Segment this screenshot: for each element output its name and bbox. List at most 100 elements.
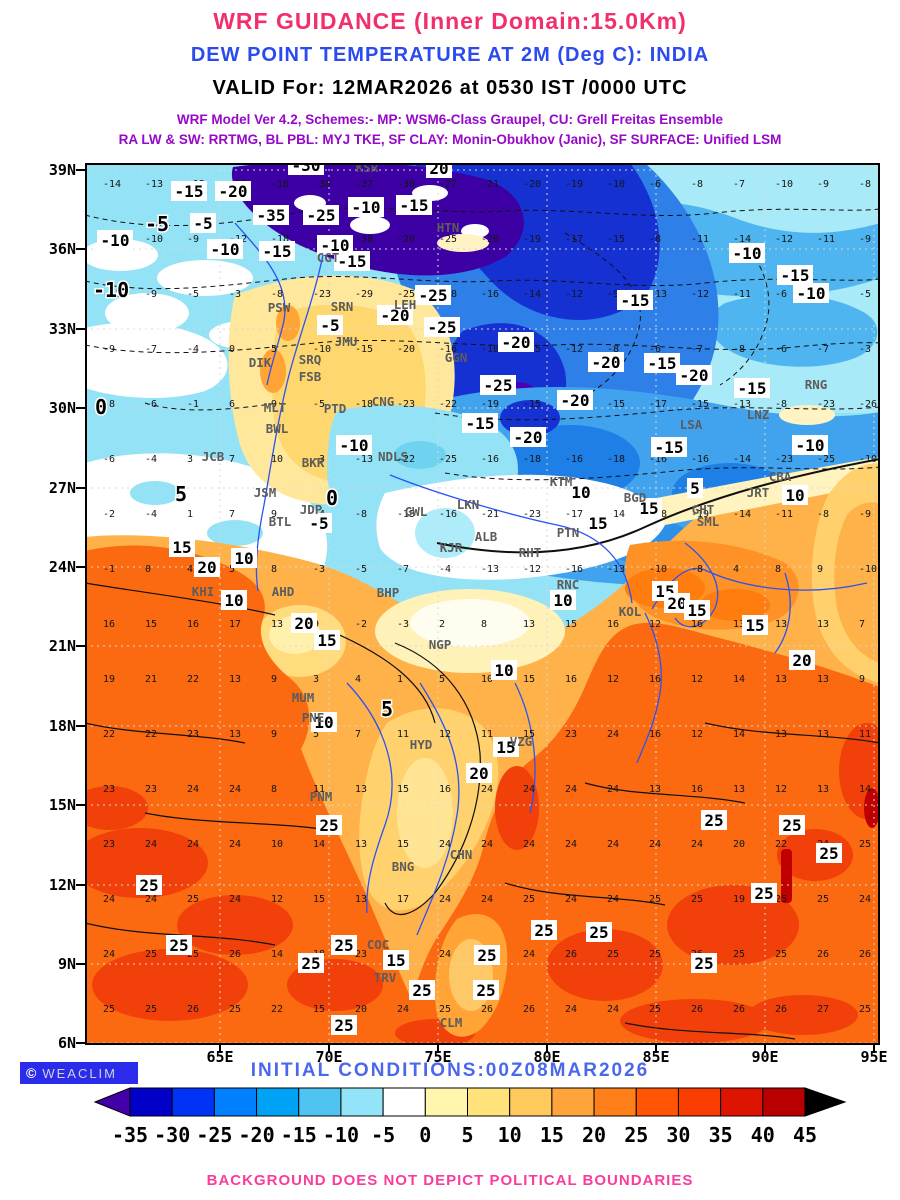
lon-tick-mark <box>764 1045 766 1053</box>
contour-label-boxed: -15 <box>648 354 677 373</box>
contour-label-boxed: -15 <box>263 242 292 261</box>
contour-label-boxed: -10 <box>340 436 369 455</box>
grid-value: -19 <box>523 234 541 245</box>
grid-value: -16 <box>649 454 667 465</box>
grid-value: 24 <box>607 729 619 740</box>
grid-value: 13 <box>355 894 367 905</box>
grid-value: 25 <box>229 1004 241 1015</box>
grid-value: 24 <box>607 784 619 795</box>
contour-label-boxed: 15 <box>386 951 405 970</box>
grid-value: -3 <box>313 564 325 575</box>
contour-label-boxed: 10 <box>224 591 243 610</box>
grid-value: 15 <box>523 729 535 740</box>
contour-label-boxed: 10 <box>494 661 513 680</box>
station-label: GGN <box>445 350 468 365</box>
grid-value: 16 <box>439 784 451 795</box>
grid-value: 23 <box>187 729 199 740</box>
contour-label-boxed: 15 <box>639 499 658 518</box>
contour-label-boxed: -10 <box>101 231 130 250</box>
lon-tick-mark <box>437 1045 439 1053</box>
grid-value: -8 <box>607 344 619 355</box>
grid-value: 8 <box>481 619 487 630</box>
grid-value: 24 <box>523 784 535 795</box>
initial-conditions-text: INITIAL CONDITIONS:00Z08MAR2026 <box>250 1060 650 1081</box>
station-label: BKR <box>302 455 325 470</box>
grid-value: -18 <box>271 234 289 245</box>
grid-value: 7 <box>229 509 235 520</box>
station-label: CHN <box>450 847 473 862</box>
station-label: AHD <box>272 584 295 599</box>
colorbar-tick-label: -25 <box>196 1123 232 1147</box>
grid-value: 6 <box>229 399 235 410</box>
lat-tick-mark <box>76 645 85 647</box>
grid-value: 24 <box>523 949 535 960</box>
grid-value: 24 <box>439 949 451 960</box>
colorbar-tick-label: 35 <box>709 1123 733 1147</box>
lat-tick-mark <box>76 725 85 727</box>
contour-label-boxed: -10 <box>796 436 825 455</box>
grid-value: 19 <box>103 674 115 685</box>
contour-label-boxed: 20 <box>469 764 488 783</box>
grid-value: -25 <box>397 289 415 300</box>
grid-value: 25 <box>439 1004 451 1015</box>
grid-value: -10 <box>607 179 625 190</box>
lon-tick-mark <box>655 1045 657 1053</box>
grid-value: -3 <box>313 454 325 465</box>
grid-value: 10 <box>481 674 493 685</box>
station-label: LSA <box>680 417 703 432</box>
colorbar-tick-label: 0 <box>419 1123 431 1147</box>
grid-value: 24 <box>145 894 157 905</box>
grid-value: 26 <box>187 1004 199 1015</box>
grid-value: 9 <box>271 509 277 520</box>
grid-value: -11 <box>733 289 751 300</box>
grid-value: -7 <box>817 344 829 355</box>
grid-value: 11 <box>397 729 409 740</box>
colorbar-cell <box>298 1087 342 1117</box>
grid-value: 13 <box>649 784 661 795</box>
grid-value: -29 <box>355 289 373 300</box>
grid-value: 16 <box>649 729 661 740</box>
contour-label-boxed: 25 <box>694 954 713 973</box>
grid-value: -13 <box>145 179 163 190</box>
contour-label-boxed: -20 <box>561 391 590 410</box>
grid-value: -11 <box>775 509 793 520</box>
grid-value: -19 <box>481 399 499 410</box>
chart-subtitle: DEW POINT TEMPERATURE AT 2M (Deg C): IND… <box>190 44 710 66</box>
lon-tick-label: 90E <box>751 1048 779 1066</box>
grid-value: -14 <box>733 509 751 520</box>
grid-value: -5 <box>187 289 199 300</box>
grid-value: 24 <box>187 784 199 795</box>
grid-value: 24 <box>229 784 241 795</box>
grid-value: -10 <box>859 564 877 575</box>
grid-value: 13 <box>817 674 829 685</box>
grid-value: 13 <box>355 839 367 850</box>
contour-label-boxed: -35 <box>257 206 286 225</box>
lon-tick-mark <box>873 1045 875 1053</box>
grid-value: 13 <box>775 729 787 740</box>
grid-value: -13 <box>397 509 415 520</box>
grid-value: -2 <box>103 509 115 520</box>
colorbar-tick-label: 25 <box>624 1123 648 1147</box>
grid-value: -12 <box>565 344 583 355</box>
station-label: PNM <box>310 789 333 804</box>
grid-value: -5 <box>313 399 325 410</box>
grid-value: -22 <box>397 454 415 465</box>
grid-value: -21 <box>481 179 499 190</box>
grid-value: 16 <box>565 674 577 685</box>
grid-value: -12 <box>775 234 793 245</box>
grid-value: 8 <box>271 784 277 795</box>
grid-value: 5 <box>313 729 319 740</box>
station-label: COC <box>367 937 390 952</box>
grid-value: 27 <box>817 1004 829 1015</box>
grid-value: 24 <box>565 894 577 905</box>
contour-label-boxed: 20 <box>667 594 686 613</box>
grid-value: 19 <box>733 894 745 905</box>
grid-value: -10 <box>649 564 667 575</box>
lon-tick-mark <box>546 1045 548 1053</box>
contour-label: 0 <box>95 395 107 419</box>
lat-tick-label: 15N <box>48 796 76 814</box>
grid-value: -30 <box>397 179 415 190</box>
colorbar-cell <box>256 1087 300 1117</box>
grid-value: 22 <box>187 674 199 685</box>
station-label: ALB <box>475 529 498 544</box>
